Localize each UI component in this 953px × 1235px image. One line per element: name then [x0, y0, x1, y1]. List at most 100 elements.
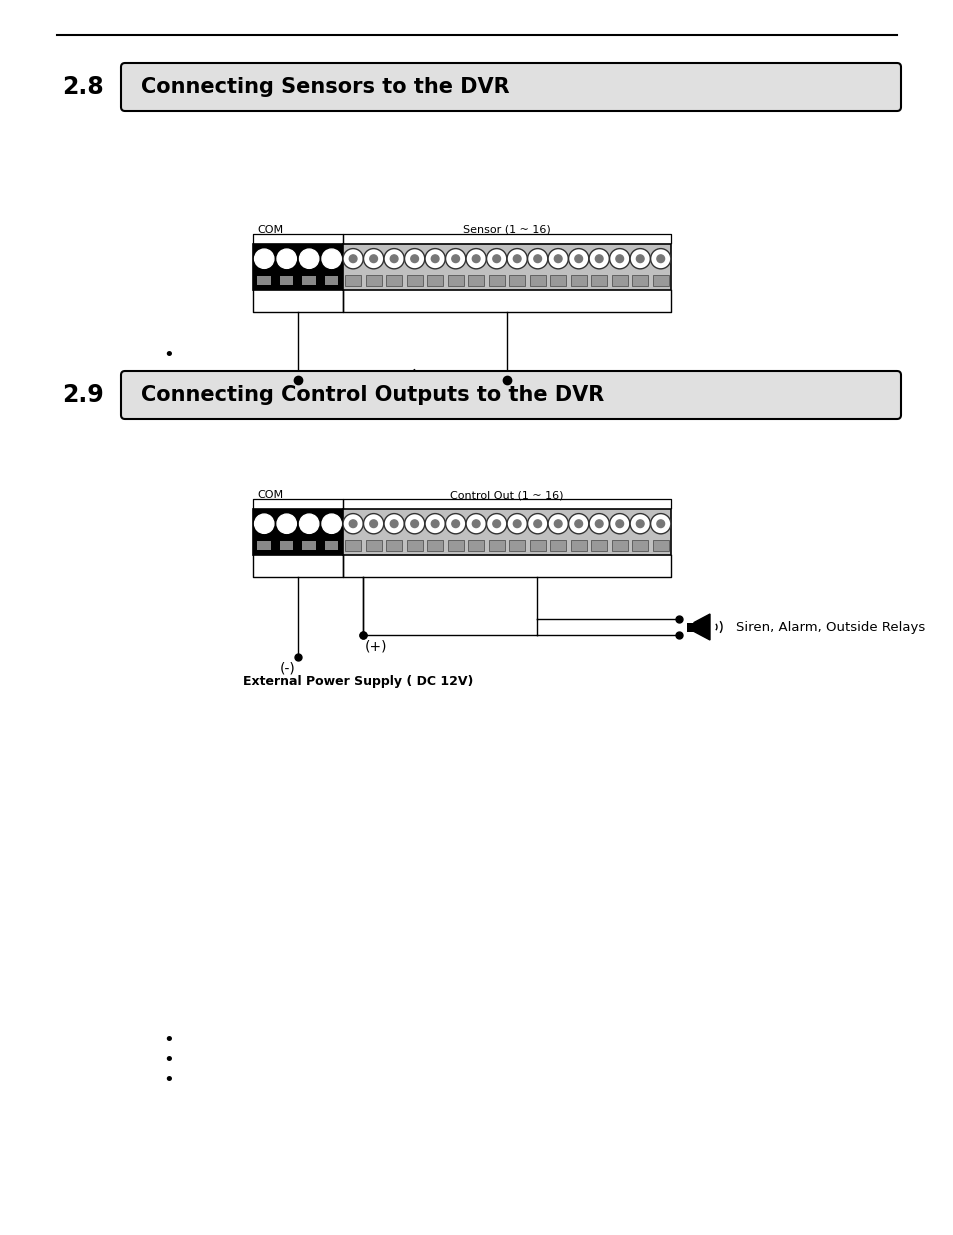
Circle shape: [650, 248, 670, 269]
Bar: [632, 540, 647, 551]
Bar: [468, 275, 484, 287]
Bar: [257, 541, 271, 551]
Bar: [342, 245, 670, 290]
Bar: [386, 275, 402, 287]
Circle shape: [636, 254, 643, 263]
Circle shape: [343, 514, 363, 534]
Bar: [342, 509, 670, 555]
Circle shape: [404, 514, 424, 534]
Circle shape: [411, 254, 418, 263]
Text: Connecting Control Outputs to the DVR: Connecting Control Outputs to the DVR: [141, 385, 603, 405]
Text: •: •: [163, 1031, 173, 1049]
Circle shape: [568, 514, 588, 534]
Circle shape: [445, 514, 465, 534]
Bar: [257, 277, 271, 285]
Bar: [611, 540, 627, 551]
Circle shape: [575, 254, 582, 263]
Circle shape: [630, 248, 650, 269]
Circle shape: [322, 514, 341, 534]
Circle shape: [425, 248, 445, 269]
Bar: [365, 540, 381, 551]
Circle shape: [425, 514, 445, 534]
Circle shape: [254, 249, 274, 268]
Bar: [632, 275, 647, 287]
Text: •: •: [163, 346, 173, 364]
Circle shape: [568, 248, 588, 269]
Circle shape: [370, 254, 377, 263]
Circle shape: [650, 514, 670, 534]
Circle shape: [527, 514, 547, 534]
Circle shape: [322, 249, 341, 268]
Circle shape: [299, 249, 318, 268]
Text: 2.8: 2.8: [62, 75, 104, 99]
Circle shape: [384, 248, 404, 269]
Circle shape: [507, 248, 527, 269]
Circle shape: [431, 254, 438, 263]
Circle shape: [534, 520, 541, 527]
Circle shape: [404, 248, 424, 269]
Circle shape: [445, 248, 465, 269]
Bar: [509, 540, 525, 551]
Bar: [488, 540, 504, 551]
Text: •: •: [163, 1051, 173, 1070]
Text: (+): (+): [365, 638, 387, 653]
Text: Connecting Sensors to the DVR: Connecting Sensors to the DVR: [141, 77, 509, 98]
Bar: [529, 275, 545, 287]
Bar: [345, 540, 361, 551]
Circle shape: [513, 254, 520, 263]
Text: Siren, Alarm, Outside Relays: Siren, Alarm, Outside Relays: [735, 620, 924, 634]
Text: 2.9: 2.9: [62, 383, 104, 408]
Text: Control Out (1 ~ 16): Control Out (1 ~ 16): [450, 490, 563, 500]
Circle shape: [370, 520, 377, 527]
FancyBboxPatch shape: [121, 370, 900, 419]
Bar: [591, 540, 606, 551]
Bar: [302, 541, 315, 551]
Circle shape: [636, 520, 643, 527]
Bar: [302, 277, 315, 285]
Bar: [253, 245, 342, 290]
Bar: [279, 277, 294, 285]
Circle shape: [554, 254, 561, 263]
Bar: [365, 275, 381, 287]
Circle shape: [452, 520, 459, 527]
Bar: [345, 275, 361, 287]
Circle shape: [349, 254, 356, 263]
Circle shape: [534, 254, 541, 263]
Bar: [253, 509, 342, 555]
Circle shape: [390, 254, 397, 263]
Circle shape: [589, 248, 609, 269]
Circle shape: [384, 514, 404, 534]
Circle shape: [276, 249, 296, 268]
Circle shape: [466, 514, 486, 534]
Bar: [427, 275, 443, 287]
Text: (-): (-): [280, 661, 295, 676]
Circle shape: [493, 254, 500, 263]
Circle shape: [343, 248, 363, 269]
Circle shape: [507, 514, 527, 534]
Bar: [509, 275, 525, 287]
Circle shape: [527, 248, 547, 269]
Circle shape: [349, 520, 356, 527]
Bar: [529, 540, 545, 551]
Circle shape: [363, 248, 383, 269]
Bar: [279, 541, 294, 551]
FancyBboxPatch shape: [121, 63, 900, 111]
Bar: [406, 275, 422, 287]
Bar: [427, 540, 443, 551]
Bar: [686, 622, 693, 631]
Circle shape: [254, 514, 274, 534]
Polygon shape: [693, 614, 709, 640]
Circle shape: [616, 520, 623, 527]
Bar: [591, 275, 606, 287]
Circle shape: [486, 248, 506, 269]
Circle shape: [595, 520, 602, 527]
Circle shape: [630, 514, 650, 534]
Bar: [570, 275, 586, 287]
Circle shape: [466, 248, 486, 269]
Circle shape: [472, 254, 479, 263]
Circle shape: [595, 254, 602, 263]
Circle shape: [431, 520, 438, 527]
Circle shape: [657, 254, 664, 263]
Circle shape: [575, 520, 582, 527]
Bar: [447, 540, 463, 551]
